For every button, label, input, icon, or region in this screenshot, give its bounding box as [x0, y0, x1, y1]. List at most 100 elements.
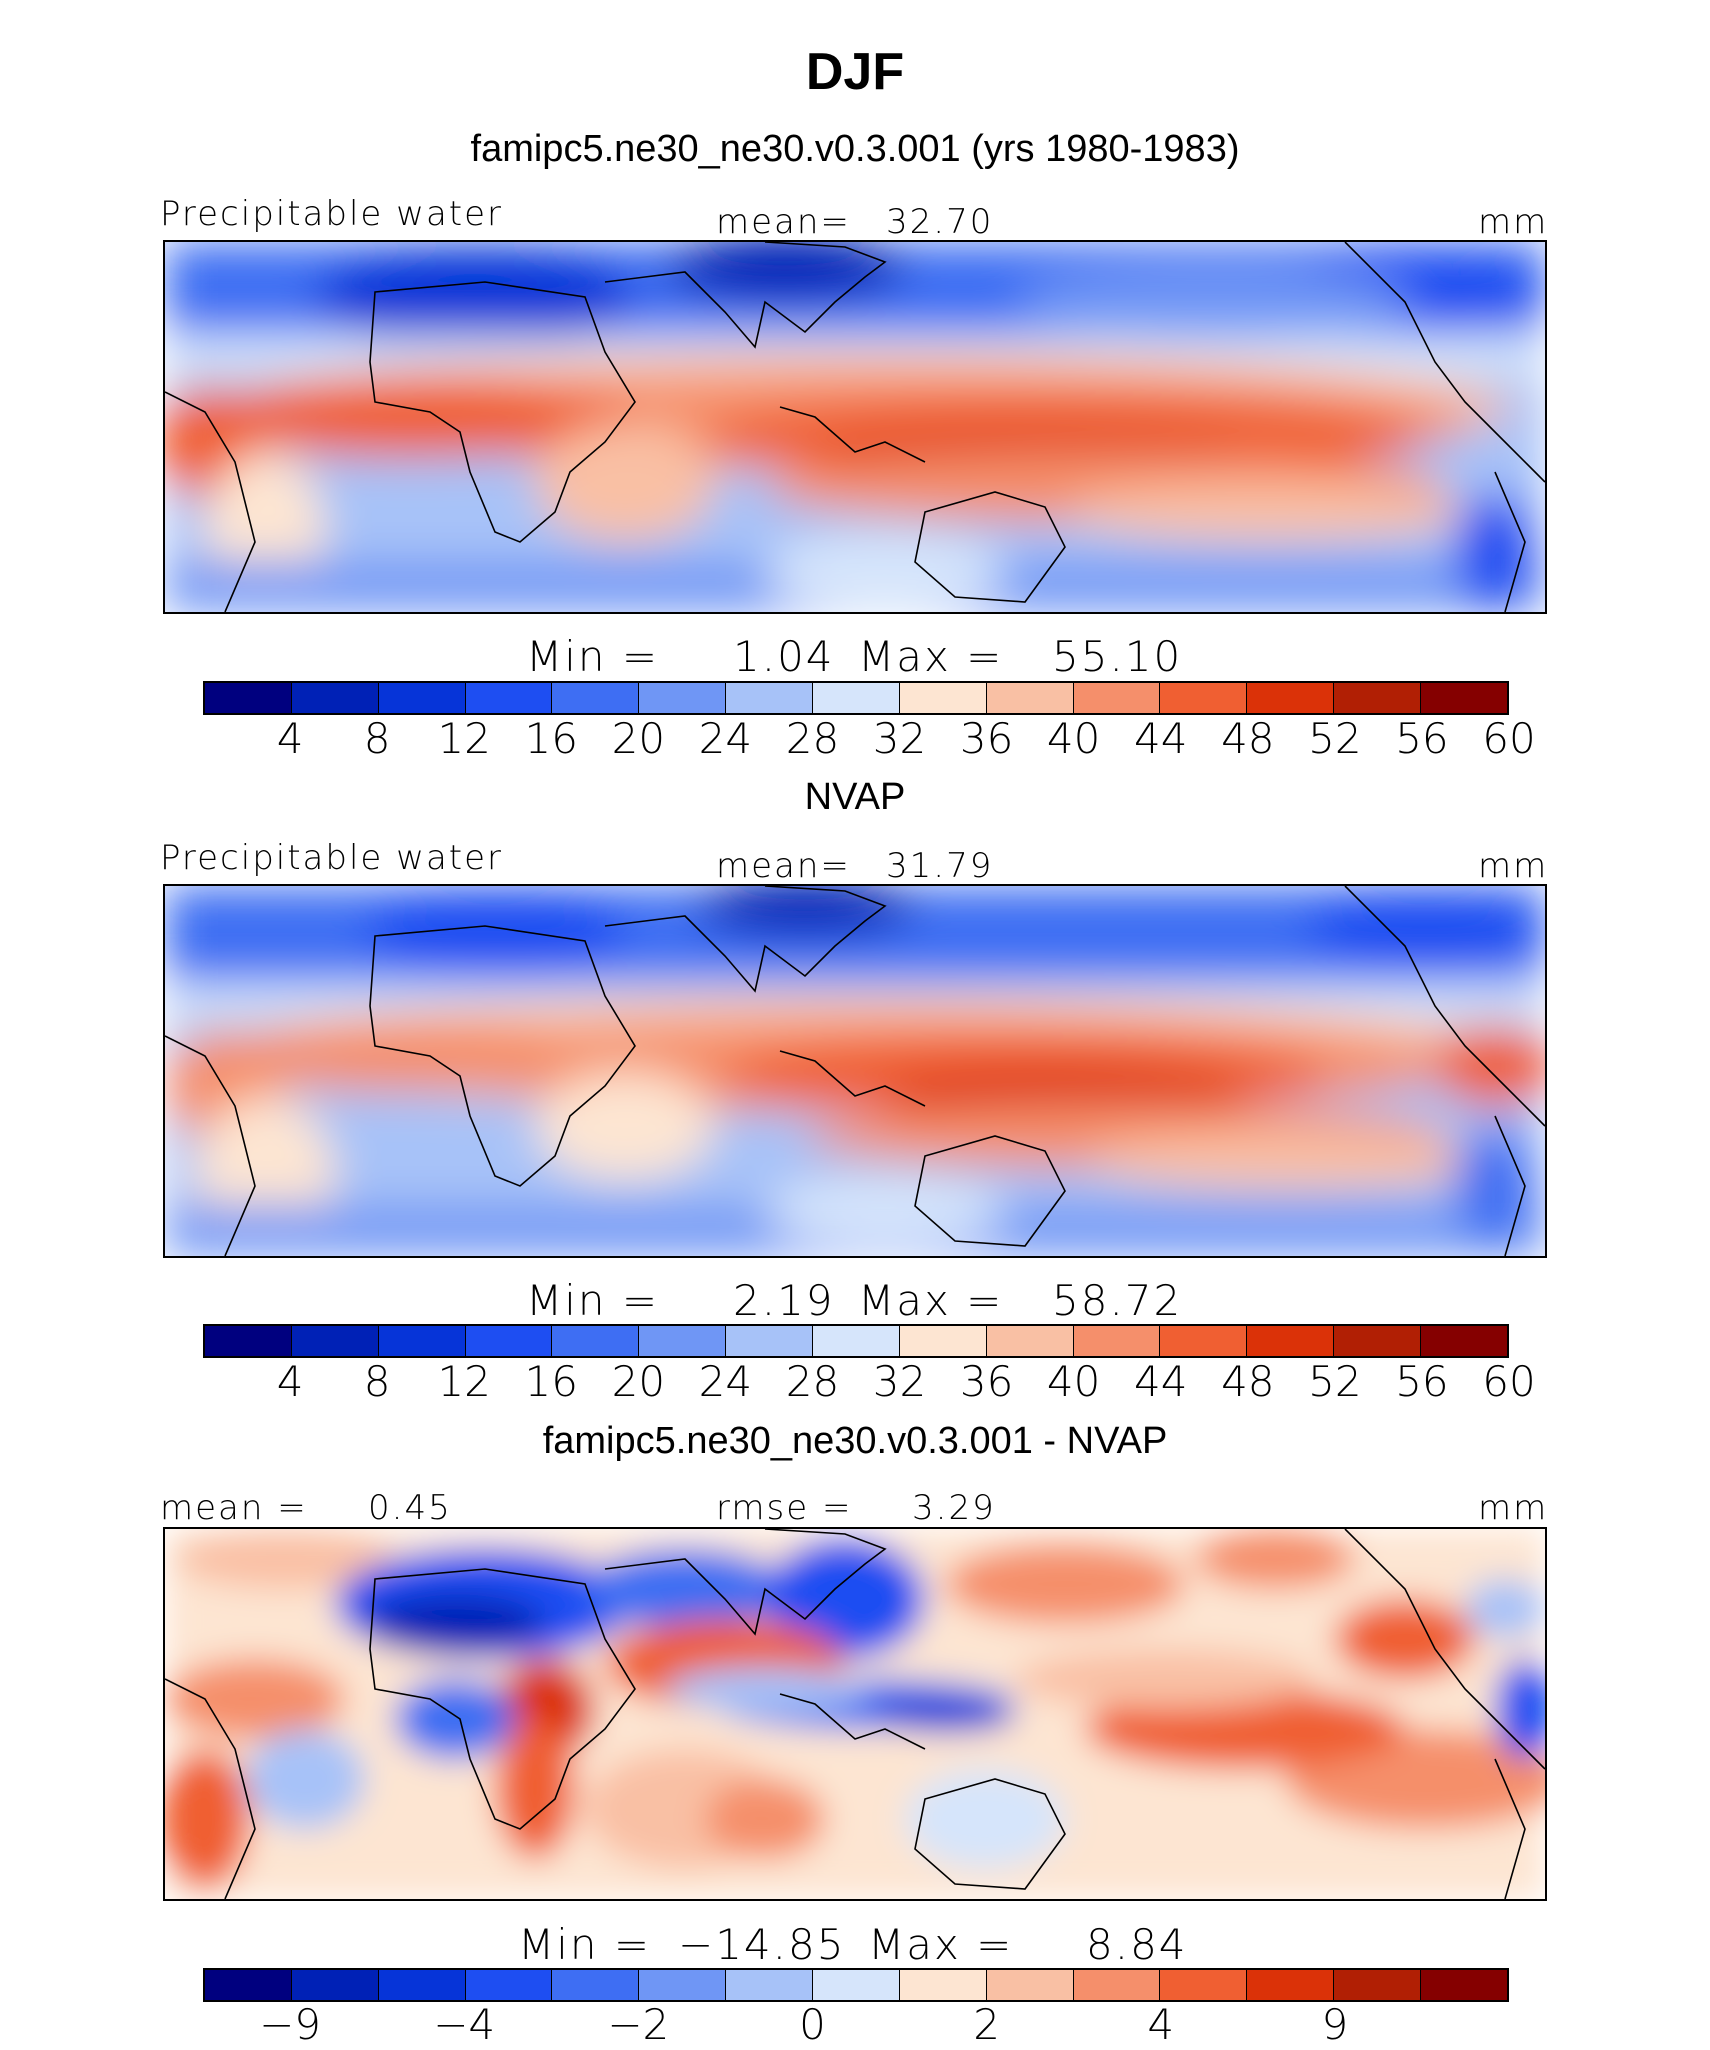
colorbar-tick-label: 16: [524, 714, 578, 763]
colorbar-tick-label: 12: [437, 714, 491, 763]
panel2-colorbar-swatch: [465, 1326, 553, 1356]
panel3-rmse-value: 3.29: [912, 1488, 996, 1528]
panel3-colorbar-swatch: [1073, 1970, 1161, 2000]
colorbar-tick-label: 28: [785, 1357, 840, 1406]
panel2-colorbar: [203, 1324, 1509, 1358]
panel1-max-label: Max =: [858, 632, 1004, 681]
panel2-colorbar-swatch: [1160, 1326, 1248, 1356]
panel1-colorbar-swatch: [465, 683, 553, 713]
panel2-min-value: 2.19: [733, 1276, 835, 1325]
panel1-mean-label: mean=: [716, 202, 851, 242]
colorbar-tick-label: −9: [259, 2000, 322, 2049]
panel3-max-value: 8.84: [1086, 1920, 1188, 1969]
panel3-colorbar-swatch: [205, 1970, 292, 2000]
colorbar-tick-label: 32: [872, 714, 927, 763]
colorbar-tick-label: 44: [1133, 714, 1188, 763]
panel1-colorbar-swatch: [986, 683, 1074, 713]
panel2-colorbar-swatch: [899, 1326, 987, 1356]
panel3-colorbar-swatch: [1421, 1970, 1507, 2000]
panel3-title: famipc5.ne30_ne30.v0.3.001 - NVAP: [542, 1420, 1168, 1462]
panel1-colorbar-swatch: [1421, 683, 1507, 713]
panel1-variable: Precipitable water: [160, 194, 504, 234]
panel2-colorbar-swatch: [813, 1326, 900, 1356]
panel1-min-label: Min =: [526, 632, 660, 681]
panel1-mean-value: 32.70: [886, 202, 994, 242]
panel2-field: [165, 886, 1545, 1256]
panel1-colorbar-swatch: [1073, 683, 1161, 713]
panel2-colorbar-swatch: [986, 1326, 1074, 1356]
panel2-colorbar-swatch: [639, 1326, 727, 1356]
panel3-colorbar-swatch: [1334, 1970, 1422, 2000]
panel1-colorbar-swatch: [726, 683, 814, 713]
panel1-colorbar-swatch: [205, 683, 292, 713]
panel3-colorbar-swatch: [639, 1970, 727, 2000]
figure-title: DJF: [805, 43, 905, 101]
panel1-map: [163, 240, 1547, 614]
colorbar-tick-label: 28: [785, 714, 840, 763]
colorbar-tick-label: −4: [433, 2000, 496, 2049]
panel1-colorbar-swatch: [1247, 683, 1335, 713]
colorbar-tick-label: 48: [1221, 714, 1275, 763]
colorbar-tick-label: 24: [698, 714, 753, 763]
colorbar-tick-label: 24: [698, 1357, 753, 1406]
panel3-min-value: −14.85: [678, 1920, 846, 1969]
colorbar-tick-label: −2: [607, 2000, 670, 2049]
panel3-colorbar-swatch: [813, 1970, 900, 2000]
colorbar-tick-label: 36: [959, 1357, 1014, 1406]
colorbar-tick-label: 4: [276, 714, 304, 763]
colorbar-tick-label: 52: [1308, 714, 1362, 763]
panel2-colorbar-swatch: [1421, 1326, 1507, 1356]
panel1-max-value: 55.10: [1052, 632, 1183, 681]
panel3-units: mm: [1478, 1488, 1549, 1528]
colorbar-tick-label: 44: [1133, 1357, 1188, 1406]
panel3-colorbar-swatch: [1247, 1970, 1335, 2000]
panel2-colorbar-swatch: [552, 1326, 640, 1356]
panel2-min-label: Min =: [526, 1276, 660, 1325]
panel2-max-label: Max =: [858, 1276, 1004, 1325]
colorbar-tick-label: 8: [363, 1357, 391, 1406]
colorbar-tick-label: 56: [1395, 1357, 1449, 1406]
panel1-colorbar-swatch: [639, 683, 727, 713]
colorbar-tick-label: 40: [1046, 714, 1101, 763]
panel1-colorbar-swatch: [552, 683, 640, 713]
panel2-mean-label: mean=: [716, 846, 851, 886]
panel1-colorbar-swatch: [813, 683, 900, 713]
panel2-title: NVAP: [804, 776, 906, 818]
panel1-colorbar-swatch: [1160, 683, 1248, 713]
colorbar-tick-label: 16: [524, 1357, 578, 1406]
colorbar-tick-label: 2: [973, 2000, 1000, 2049]
colorbar-tick-label: 56: [1395, 714, 1449, 763]
panel3-mean-value: 0.45: [368, 1488, 452, 1528]
colorbar-tick-label: 48: [1221, 1357, 1275, 1406]
panel2-max-value: 58.72: [1052, 1276, 1183, 1325]
panel1-min-value: 1.04: [733, 632, 835, 681]
panel3-colorbar-swatch: [726, 1970, 814, 2000]
panel1-units: mm: [1478, 202, 1549, 242]
colorbar-tick-label: 20: [611, 1357, 666, 1406]
panel3-colorbar-swatch: [986, 1970, 1074, 2000]
colorbar-tick-label: 20: [611, 714, 666, 763]
panel2-colorbar-swatch: [1073, 1326, 1161, 1356]
colorbar-tick-label: 60: [1482, 1357, 1536, 1406]
panel1-title: famipc5.ne30_ne30.v0.3.001 (yrs 1980-198…: [470, 128, 1240, 170]
colorbar-tick-label: 4: [276, 1357, 304, 1406]
panel2-colorbar-swatch: [291, 1326, 379, 1356]
panel2-colorbar-swatch: [1334, 1326, 1422, 1356]
panel2-variable: Precipitable water: [160, 838, 504, 878]
colorbar-tick-label: 0: [799, 2000, 826, 2049]
panel1-colorbar-swatch: [378, 683, 466, 713]
panel3-colorbar-ticks: −9 −4 −2 0 2 4 9: [203, 2000, 1509, 2050]
panel3-map: [163, 1527, 1547, 1901]
colorbar-tick-label: 32: [872, 1357, 927, 1406]
panel2-map: [163, 884, 1547, 1258]
colorbar-tick-label: 9: [1321, 2000, 1349, 2049]
panel1-colorbar-swatch: [1334, 683, 1422, 713]
panel1-field: [165, 242, 1545, 612]
colorbar-tick-label: 36: [959, 714, 1014, 763]
panel2-colorbar-ticks: 4 8 12 16 20 24 28 32 36 40 44 48 52 56 60: [203, 1357, 1536, 1407]
panel3-min-label: Min =: [518, 1920, 652, 1969]
panel1-colorbar-swatch: [899, 683, 987, 713]
panel2-colorbar-swatch: [1247, 1326, 1335, 1356]
panel1-colorbar-swatch: [291, 683, 379, 713]
panel3-rmse-label: rmse =: [716, 1488, 853, 1528]
